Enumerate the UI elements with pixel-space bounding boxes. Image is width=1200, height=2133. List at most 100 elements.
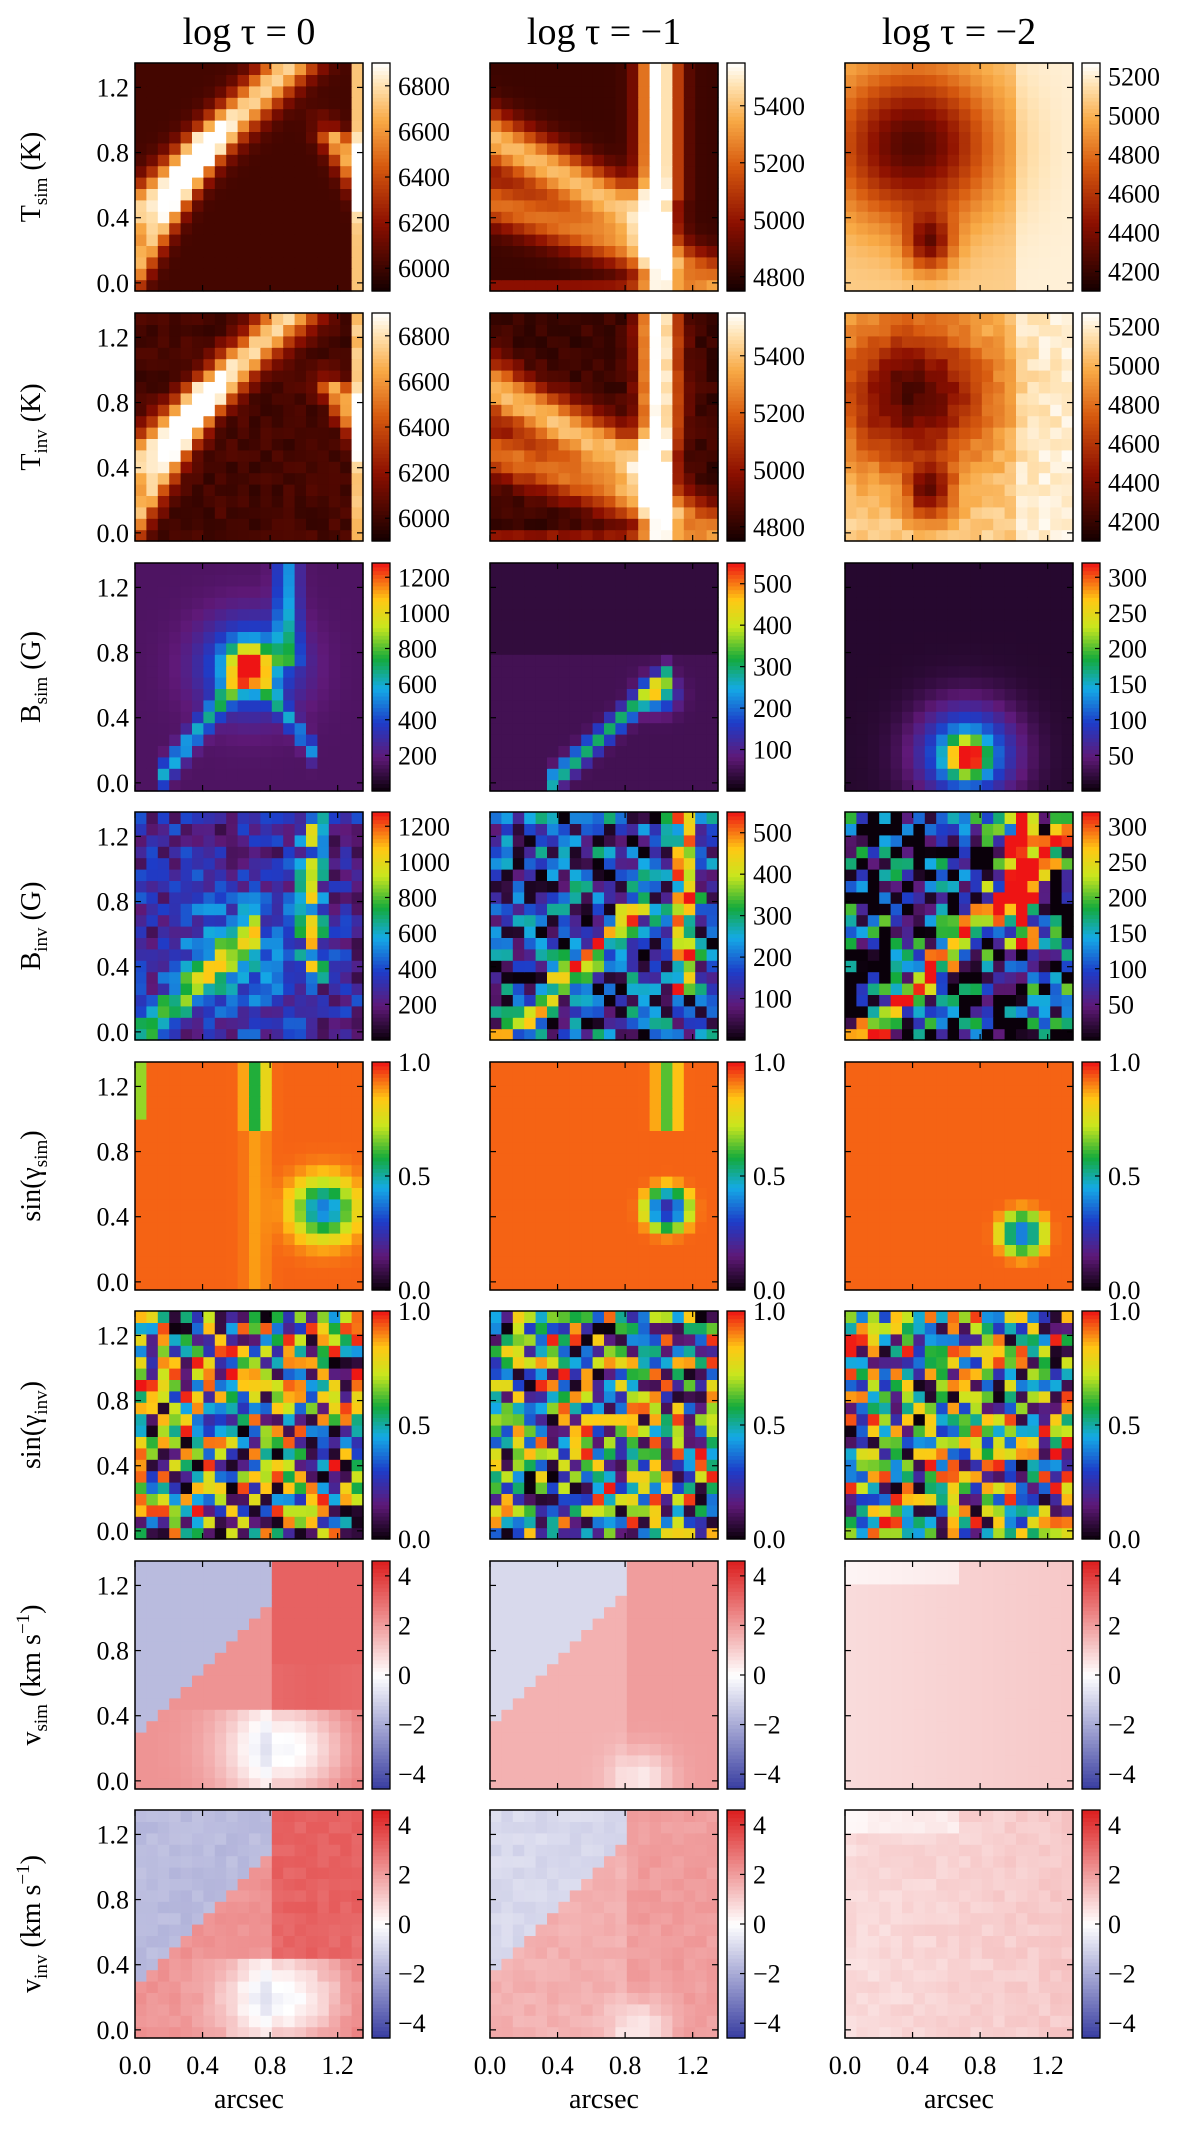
heatmap-cell — [615, 324, 628, 337]
heatmap-cell — [260, 971, 273, 984]
heatmap-cell — [706, 631, 719, 644]
heatmap-cell — [501, 131, 514, 144]
colorbar-segment — [372, 139, 390, 144]
heatmap-cell — [192, 506, 204, 519]
heatmap-cell — [1027, 279, 1040, 292]
heatmap-cell — [672, 324, 685, 337]
heatmap-cell — [203, 313, 216, 325]
heatmap-cell — [260, 983, 273, 995]
colorbar-segment — [372, 941, 390, 946]
row-label: Bsim (G) — [16, 631, 52, 723]
heatmap-cell — [867, 699, 880, 712]
heatmap-cell — [294, 823, 307, 836]
heatmap-cell — [501, 324, 514, 337]
heatmap-cell — [283, 313, 296, 325]
colorbar-segment — [1082, 627, 1100, 632]
heatmap-cell — [146, 347, 159, 360]
colorbar-segment — [372, 760, 390, 765]
heatmap-cell — [924, 268, 937, 281]
heatmap-cell — [638, 63, 651, 75]
heatmap-cell — [581, 1028, 594, 1041]
heatmap-cell — [581, 768, 594, 781]
heatmap-cell — [993, 756, 1006, 769]
heatmap-cell — [203, 484, 216, 496]
heatmap-cell — [283, 1017, 296, 1030]
colorbar-segment — [372, 131, 390, 136]
colorbar-segment — [1082, 487, 1100, 493]
heatmap-cell — [1004, 472, 1017, 485]
heatmap-cell — [501, 574, 514, 587]
heatmap-cell — [1050, 677, 1063, 689]
heatmap-cell — [936, 177, 949, 189]
heatmap-cell — [649, 756, 662, 769]
heatmap-cell — [604, 631, 616, 644]
heatmap-cell — [683, 620, 696, 632]
heatmap-cell — [970, 165, 983, 178]
heatmap-cell — [249, 608, 261, 621]
colorbar-tick-label: 100 — [753, 736, 792, 765]
heatmap-cell — [135, 779, 147, 792]
heatmap-cell — [672, 245, 685, 258]
colorbar-segment — [372, 665, 390, 670]
heatmap-cell — [180, 711, 193, 724]
heatmap-cell — [157, 631, 170, 644]
heatmap-cell — [524, 427, 537, 439]
heatmap-cell — [626, 85, 639, 98]
heatmap-cell — [890, 438, 903, 451]
heatmap-cell — [569, 85, 582, 98]
heatmap-cell — [283, 120, 296, 132]
heatmap-cell — [845, 768, 857, 781]
heatmap-cell — [856, 734, 869, 746]
heatmap-cell — [913, 188, 926, 201]
heatmap-cell — [649, 279, 662, 292]
heatmap-cell — [867, 665, 880, 678]
heatmap-cell — [947, 392, 960, 405]
heatmap-cell — [1016, 642, 1028, 655]
colorbar-segment — [1082, 658, 1100, 663]
heatmap-cell — [902, 779, 914, 792]
heatmap-cell — [924, 256, 937, 269]
heatmap-cell — [902, 677, 914, 689]
heatmap-cell — [294, 484, 307, 496]
colorbar-segment — [727, 82, 745, 87]
colorbar-segment — [1082, 324, 1100, 329]
heatmap-cell — [993, 631, 1006, 644]
heatmap-cell — [1027, 347, 1040, 360]
colorbar-segment — [1082, 484, 1100, 489]
colorbar-tick-label: 6800 — [398, 322, 450, 351]
heatmap-cell — [626, 279, 639, 292]
heatmap-cell — [706, 279, 719, 292]
heatmap-cell — [524, 597, 537, 610]
heatmap-cell — [1016, 699, 1028, 712]
heatmap-cell — [902, 222, 914, 235]
heatmap-cell — [135, 472, 147, 485]
heatmap-cell — [214, 631, 227, 644]
heatmap-cell — [695, 268, 708, 281]
heatmap-cell — [249, 404, 261, 417]
heatmap-cell — [535, 688, 548, 701]
heatmap-cell — [157, 597, 170, 610]
heatmap-cell — [294, 869, 307, 881]
heatmap-cell — [615, 188, 628, 201]
heatmap-cell — [558, 1028, 571, 1041]
heatmap-cell — [706, 108, 719, 121]
heatmap-cell — [271, 120, 284, 132]
heatmap-cell — [271, 948, 284, 961]
heatmap-cell — [856, 120, 869, 132]
heatmap-cell — [936, 199, 949, 212]
heatmap-cell — [1050, 688, 1063, 701]
heatmap-cell — [913, 585, 926, 598]
colorbar-segment — [372, 173, 390, 178]
colorbar-segment — [372, 127, 390, 132]
heatmap-cell — [306, 279, 318, 292]
heatmap-cell — [306, 971, 318, 984]
heatmap-cell — [340, 404, 353, 417]
heatmap-cell — [340, 165, 353, 178]
heatmap-cell — [638, 97, 651, 110]
heatmap-cell — [1004, 177, 1017, 189]
colorbar-segment — [372, 120, 390, 125]
heatmap-cell — [328, 234, 341, 246]
colorbar-segment — [727, 354, 745, 360]
heatmap-cell — [936, 131, 949, 144]
heatmap-cell — [490, 74, 502, 87]
